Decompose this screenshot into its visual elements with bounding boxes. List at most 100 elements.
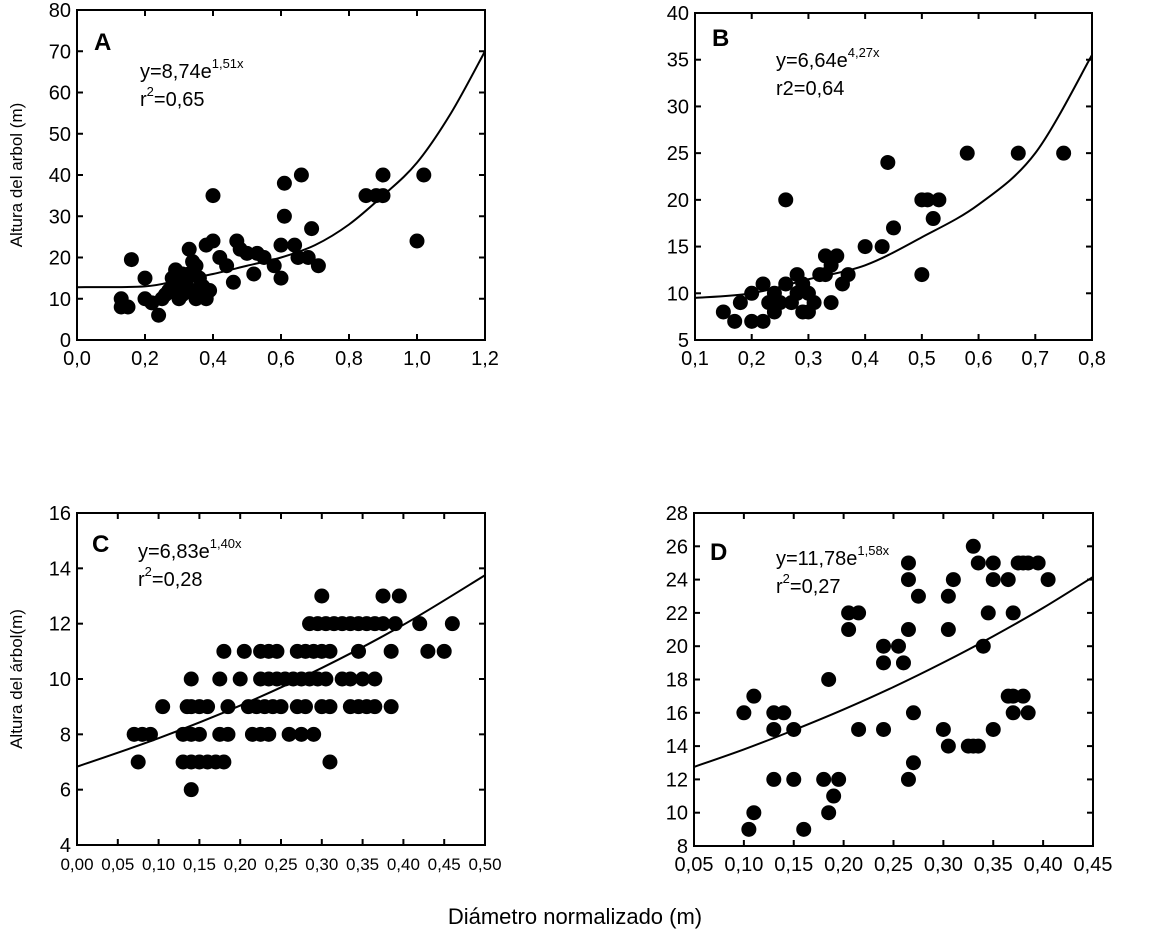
data-point xyxy=(256,250,272,265)
data-point xyxy=(1005,705,1021,721)
x-tick-label: 0,2 xyxy=(738,348,766,370)
x-tick-label: 0,35 xyxy=(974,854,1013,876)
data-point xyxy=(276,208,292,224)
data-point xyxy=(225,274,241,290)
data-point xyxy=(318,671,334,687)
equation-exponent: 1,58x xyxy=(857,543,889,558)
data-point xyxy=(778,192,794,208)
data-point xyxy=(342,671,358,687)
data-point xyxy=(1005,605,1021,621)
y-tick-label: 8 xyxy=(60,724,71,746)
y-tick-label: 16 xyxy=(49,503,71,525)
data-point xyxy=(970,555,986,571)
data-point xyxy=(826,788,842,804)
x-tick-label: 1,2 xyxy=(471,348,499,370)
data-point xyxy=(300,250,316,265)
data-point xyxy=(755,276,771,292)
r-value: =0,28 xyxy=(152,569,203,591)
y-tick-label: 12 xyxy=(49,614,71,636)
data-point xyxy=(436,643,452,659)
y-tick-label: 16 xyxy=(666,703,688,725)
x-tick-label: 0,7 xyxy=(1021,348,1049,370)
fit-equation: y=11,78e1,58x xyxy=(776,543,890,570)
x-tick-label: 0,00 xyxy=(60,855,93,874)
y-axis-label: Altura del árbol(m) xyxy=(7,609,26,749)
data-point xyxy=(829,248,845,264)
data-point xyxy=(322,754,338,770)
data-point xyxy=(851,721,867,737)
r-superscript: 2 xyxy=(783,571,790,586)
fit-equation: y=6,83e1,40x xyxy=(138,536,242,563)
data-point xyxy=(367,671,383,687)
x-tick-label: 0,25 xyxy=(264,855,297,874)
data-point xyxy=(778,276,794,292)
data-point xyxy=(1000,572,1016,588)
data-point xyxy=(746,688,762,704)
data-point xyxy=(900,555,916,571)
data-point xyxy=(874,239,890,255)
x-tick-label: 0,3 xyxy=(795,348,823,370)
data-point xyxy=(766,771,782,787)
data-point xyxy=(744,285,760,301)
data-point xyxy=(980,605,996,621)
y-tick-label: 40 xyxy=(49,165,71,187)
data-point xyxy=(715,304,731,320)
data-point xyxy=(985,721,1001,737)
x-tick-label: 0,25 xyxy=(874,854,913,876)
data-point xyxy=(416,167,432,183)
data-point xyxy=(205,233,221,249)
y-tick-label: 15 xyxy=(667,237,689,259)
panel-d: 0,05 0,10 0,15 0,20 0,25 0,30 0,35 0,40 0,45 8 10 1… xyxy=(666,503,1113,876)
x-tick-label: 0,4 xyxy=(851,348,879,370)
data-point xyxy=(755,313,771,329)
y-tick-label: 18 xyxy=(666,670,688,692)
r-value: =0,64 xyxy=(794,78,845,100)
data-point xyxy=(287,237,303,253)
equation-exponent: 1,40x xyxy=(210,536,242,551)
data-point xyxy=(130,754,146,770)
x-tick-label: 0,40 xyxy=(1024,854,1063,876)
panel-label: B xyxy=(712,25,729,52)
x-tick-label: 0,50 xyxy=(468,855,501,874)
x-tick-label: 0,45 xyxy=(1074,854,1113,876)
y-tick-label: 4 xyxy=(60,835,71,857)
x-tick-label: 0,8 xyxy=(335,348,363,370)
x-tick-label: 0,6 xyxy=(267,348,295,370)
y-tick-label: 24 xyxy=(666,570,688,592)
data-point xyxy=(420,643,436,659)
equation-base: y=6,64e xyxy=(776,50,848,72)
x-tick-label: 0,20 xyxy=(824,854,863,876)
data-point xyxy=(409,233,425,249)
fit-equation: y=6,64e4,27x xyxy=(776,45,880,72)
data-point xyxy=(965,538,981,554)
data-point xyxy=(841,622,857,638)
r-label: r xyxy=(140,89,147,111)
x-tick-label: 0,30 xyxy=(305,855,338,874)
data-point xyxy=(310,258,326,274)
y-tick-label: 10 xyxy=(666,803,688,825)
data-point xyxy=(266,258,282,274)
data-point xyxy=(387,616,403,632)
data-point xyxy=(876,721,892,737)
data-point xyxy=(935,721,951,737)
fit-equation: y=8,74e1,51x xyxy=(140,56,244,83)
y-tick-label: 28 xyxy=(666,503,688,525)
y-tick-label: 12 xyxy=(666,769,688,791)
data-point xyxy=(1010,145,1026,161)
data-point xyxy=(391,588,407,604)
data-point xyxy=(914,267,930,283)
y-tick-label: 70 xyxy=(49,41,71,63)
fit-curve xyxy=(693,576,1094,768)
data-point xyxy=(281,726,297,742)
data-point xyxy=(155,699,171,715)
data-point xyxy=(205,188,221,204)
data-point xyxy=(412,616,428,632)
data-point xyxy=(375,188,391,204)
data-point xyxy=(736,705,752,721)
data-point xyxy=(910,588,926,604)
data-point xyxy=(314,588,330,604)
data-point xyxy=(137,270,153,286)
r-squared: r2=0,65 xyxy=(140,84,205,111)
panel-label: C xyxy=(92,531,109,558)
data-point xyxy=(940,738,956,754)
